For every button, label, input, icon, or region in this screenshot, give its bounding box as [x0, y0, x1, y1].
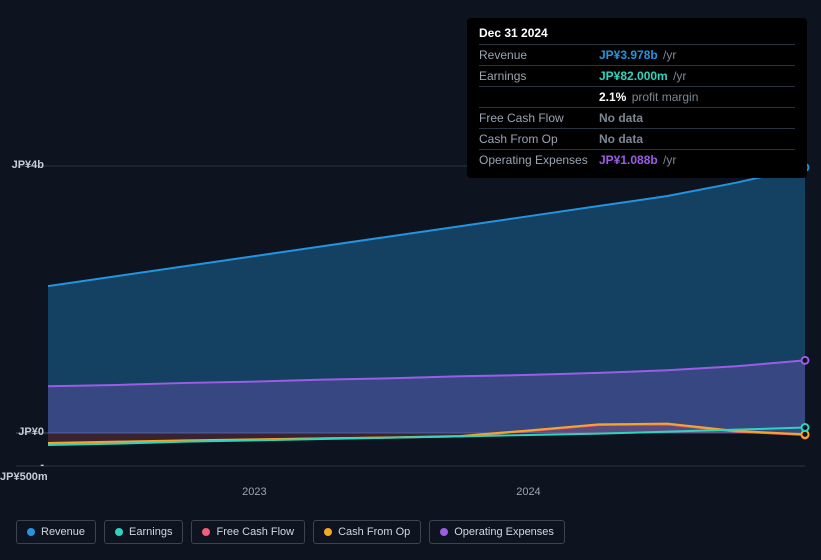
legend-dot-icon — [27, 528, 35, 536]
legend-dot-icon — [202, 528, 210, 536]
x-axis-tick-label: 2024 — [516, 486, 540, 498]
tooltip-row-label: Cash From Op — [479, 132, 599, 146]
legend-label: Earnings — [129, 526, 172, 538]
tooltip-row-value: 2.1% profit margin — [599, 90, 698, 104]
y-axis-tick-label: -JP¥500m — [0, 459, 44, 483]
legend-dot-icon — [324, 528, 332, 536]
legend-label: Free Cash Flow — [216, 526, 294, 538]
tooltip-row-value: JP¥3.978b /yr — [599, 48, 676, 62]
tooltip-row: 2.1% profit margin — [479, 86, 795, 107]
legend-label: Operating Expenses — [454, 526, 554, 538]
tooltip-row-label — [479, 90, 599, 104]
tooltip-row-value: No data — [599, 132, 643, 146]
tooltip-row: RevenueJP¥3.978b /yr — [479, 44, 795, 65]
y-axis-tick-label: JP¥4b — [0, 159, 44, 171]
legend-label: Revenue — [41, 526, 85, 538]
tooltip-row-label: Earnings — [479, 69, 599, 83]
tooltip-row: Operating ExpensesJP¥1.088b /yr — [479, 149, 795, 170]
hover-tooltip: Dec 31 2024 RevenueJP¥3.978b /yrEarnings… — [467, 18, 807, 178]
x-axis-tick-label: 2023 — [242, 486, 266, 498]
tooltip-row-label: Free Cash Flow — [479, 111, 599, 125]
tooltip-row-value: JP¥82.000m /yr — [599, 69, 686, 83]
legend-item[interactable]: Revenue — [16, 520, 96, 544]
tooltip-row-value: No data — [599, 111, 643, 125]
tooltip-row: Free Cash FlowNo data — [479, 107, 795, 128]
tooltip-date: Dec 31 2024 — [479, 26, 795, 40]
legend-dot-icon — [115, 528, 123, 536]
legend: Revenue Earnings Free Cash Flow Cash From O… — [16, 520, 565, 544]
tooltip-row: Cash From OpNo data — [479, 128, 795, 149]
y-axis-tick-label: JP¥0 — [0, 426, 44, 438]
legend-label: Cash From Op — [338, 526, 410, 538]
legend-item[interactable]: Free Cash Flow — [191, 520, 305, 544]
tooltip-row-label: Operating Expenses — [479, 153, 599, 167]
legend-item[interactable]: Operating Expenses — [429, 520, 565, 544]
tooltip-row-label: Revenue — [479, 48, 599, 62]
legend-item[interactable]: Cash From Op — [313, 520, 421, 544]
tooltip-row: EarningsJP¥82.000m /yr — [479, 65, 795, 86]
tooltip-row-value: JP¥1.088b /yr — [599, 153, 676, 167]
legend-dot-icon — [440, 528, 448, 536]
legend-item[interactable]: Earnings — [104, 520, 183, 544]
tooltip-rows: RevenueJP¥3.978b /yrEarningsJP¥82.000m /… — [479, 44, 795, 170]
